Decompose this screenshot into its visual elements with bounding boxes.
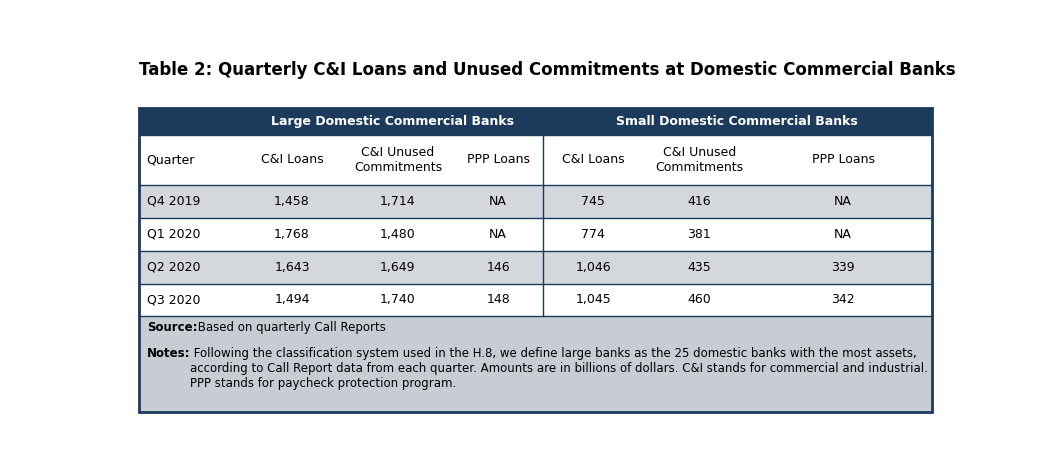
Text: Q2 2020: Q2 2020 — [146, 260, 200, 273]
Text: PPP Loans: PPP Loans — [467, 153, 529, 166]
Text: Quarter: Quarter — [146, 153, 195, 166]
Bar — [139, 108, 931, 412]
Bar — [139, 108, 931, 134]
Text: Based on quarterly Call Reports: Based on quarterly Call Reports — [193, 321, 385, 334]
Text: Source:: Source: — [146, 321, 197, 334]
Text: 435: 435 — [687, 260, 711, 273]
Text: 1,494: 1,494 — [275, 293, 310, 306]
Text: 339: 339 — [831, 260, 855, 273]
Text: NA: NA — [490, 227, 507, 240]
Text: Large Domestic Commercial Banks: Large Domestic Commercial Banks — [270, 115, 514, 128]
Text: NA: NA — [834, 227, 852, 240]
Text: Q4 2019: Q4 2019 — [146, 195, 200, 208]
Text: 460: 460 — [687, 293, 711, 306]
Text: 1,480: 1,480 — [380, 227, 416, 240]
Text: Notes:: Notes: — [146, 346, 190, 359]
Bar — [139, 284, 931, 317]
Text: C&I Unused
Commitments: C&I Unused Commitments — [354, 146, 442, 173]
Text: 381: 381 — [687, 227, 711, 240]
Text: 1,046: 1,046 — [575, 260, 611, 273]
Bar — [139, 218, 931, 251]
Text: NA: NA — [834, 195, 852, 208]
Text: Table 2: Quarterly C&I Loans and Unused Commitments at Domestic Commercial Banks: Table 2: Quarterly C&I Loans and Unused … — [139, 61, 955, 79]
Text: 774: 774 — [582, 227, 606, 240]
Text: 745: 745 — [582, 195, 606, 208]
Text: 148: 148 — [487, 293, 511, 306]
Text: C&I Unused
Commitments: C&I Unused Commitments — [656, 146, 743, 173]
Text: Q1 2020: Q1 2020 — [146, 227, 200, 240]
Text: 1,649: 1,649 — [380, 260, 416, 273]
Text: PPP Loans: PPP Loans — [811, 153, 875, 166]
Text: 1,045: 1,045 — [575, 293, 611, 306]
Text: C&I Loans: C&I Loans — [562, 153, 624, 166]
Bar — [139, 185, 931, 218]
Bar — [139, 134, 931, 185]
Text: 1,458: 1,458 — [275, 195, 310, 208]
Text: 1,740: 1,740 — [380, 293, 416, 306]
Text: 146: 146 — [487, 260, 509, 273]
Bar — [139, 317, 931, 412]
Text: 1,643: 1,643 — [275, 260, 310, 273]
Text: NA: NA — [490, 195, 507, 208]
Text: 1,768: 1,768 — [275, 227, 310, 240]
Text: Q3 2020: Q3 2020 — [146, 293, 200, 306]
Text: 1,714: 1,714 — [380, 195, 416, 208]
Bar — [139, 251, 931, 284]
Text: C&I Loans: C&I Loans — [261, 153, 324, 166]
Text: 416: 416 — [687, 195, 711, 208]
Text: Small Domestic Commercial Banks: Small Domestic Commercial Banks — [616, 115, 858, 128]
Text: 342: 342 — [831, 293, 855, 306]
Text: Following the classification system used in the H.8, we define large banks as th: Following the classification system used… — [190, 346, 927, 390]
